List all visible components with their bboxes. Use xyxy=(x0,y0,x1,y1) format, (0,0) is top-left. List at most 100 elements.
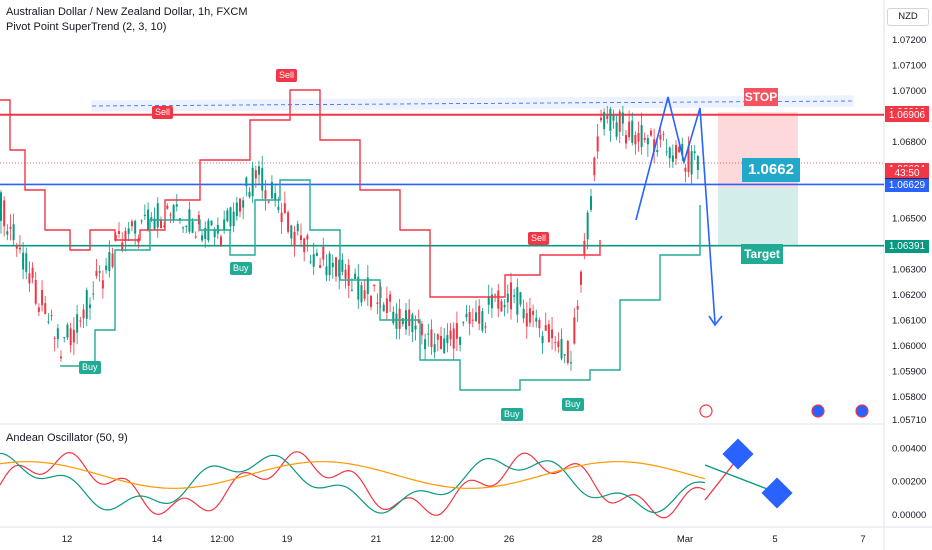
candle xyxy=(573,317,576,344)
osc-projection-up xyxy=(704,461,736,501)
candle xyxy=(522,308,525,319)
candle xyxy=(596,136,599,152)
candle xyxy=(111,253,114,267)
candle xyxy=(401,318,404,325)
candle xyxy=(283,203,286,214)
candle xyxy=(28,273,31,284)
candle xyxy=(678,147,681,153)
candle xyxy=(656,149,659,153)
candle xyxy=(637,132,640,142)
candle xyxy=(366,277,369,294)
flag-icon xyxy=(811,404,825,418)
candle xyxy=(101,280,104,289)
candle xyxy=(446,335,449,344)
candle xyxy=(634,134,637,145)
sell-signal: Sell xyxy=(152,106,174,119)
candle xyxy=(640,125,643,148)
candle xyxy=(18,247,21,250)
candle xyxy=(166,205,169,209)
candle xyxy=(344,269,347,279)
candle xyxy=(475,312,477,322)
candle xyxy=(631,120,634,143)
target-label: Target xyxy=(741,244,783,264)
candle xyxy=(385,298,388,313)
candle xyxy=(675,144,677,159)
candle xyxy=(98,271,101,273)
time-tick-label: 5 xyxy=(772,534,777,545)
candle xyxy=(427,333,430,335)
oscillator-bear-line xyxy=(0,451,706,519)
candle xyxy=(586,212,589,240)
candle xyxy=(235,202,238,217)
candle xyxy=(175,204,178,207)
candle xyxy=(347,265,350,286)
candle xyxy=(668,147,671,159)
candle xyxy=(665,151,668,153)
candle xyxy=(618,111,621,132)
osc-tick-label: 0.00400 xyxy=(892,443,926,454)
buy-signal: Buy xyxy=(562,398,584,411)
candle xyxy=(72,329,75,343)
candle xyxy=(646,138,649,145)
time-tick-label: 26 xyxy=(504,534,515,545)
candle xyxy=(566,340,569,363)
candle xyxy=(436,334,439,340)
candle xyxy=(449,330,452,340)
supertrend-resistance-line xyxy=(0,89,601,298)
candle xyxy=(267,201,270,203)
entry-label: 1.0662 xyxy=(742,158,800,182)
candle xyxy=(270,182,273,199)
candle xyxy=(544,325,547,331)
price-tick-label: 1.06100 xyxy=(892,315,926,326)
candle xyxy=(0,192,2,221)
candle xyxy=(85,290,88,319)
candle xyxy=(455,323,458,339)
currency-button[interactable]: NZD xyxy=(887,8,929,26)
candle xyxy=(121,242,124,251)
candle xyxy=(519,292,522,305)
candle xyxy=(468,311,471,324)
time-tick-label: Mar xyxy=(677,534,693,545)
candle xyxy=(277,206,280,210)
projection-path xyxy=(635,96,716,324)
candle xyxy=(335,257,337,277)
candle xyxy=(274,193,277,201)
candle xyxy=(210,220,213,226)
candle xyxy=(382,304,385,312)
candle xyxy=(547,324,550,342)
candle xyxy=(118,231,120,234)
candle xyxy=(178,218,181,220)
candle xyxy=(650,130,652,136)
candle xyxy=(280,212,283,223)
candle xyxy=(671,155,674,162)
candle xyxy=(557,341,560,348)
candle xyxy=(357,276,360,300)
candle xyxy=(497,290,500,309)
candle xyxy=(389,294,392,302)
supertrend-support-line xyxy=(60,179,701,391)
candle xyxy=(354,273,357,280)
candle xyxy=(147,209,150,230)
candle xyxy=(653,139,656,152)
chart-title: Australian Dollar / New Zealand Dollar, … xyxy=(6,6,248,18)
candle xyxy=(554,342,557,344)
candle xyxy=(687,145,690,173)
candle xyxy=(350,289,353,291)
candle xyxy=(535,317,538,322)
time-tick-label: 14 xyxy=(152,534,163,545)
indicator-label: Pivot Point SuperTrend (2, 3, 10) xyxy=(6,21,167,33)
oscillator-signal-line xyxy=(0,461,706,489)
candle xyxy=(424,339,427,350)
candle xyxy=(690,151,693,175)
candle xyxy=(130,221,133,227)
candle xyxy=(44,303,47,315)
time-tick-label: 28 xyxy=(592,534,603,545)
price-tick-label: 1.05900 xyxy=(892,367,926,378)
candle xyxy=(417,320,420,323)
candle xyxy=(300,235,302,241)
candle xyxy=(185,225,188,227)
candle xyxy=(223,219,226,231)
oscillator-label: Andean Oscillator (50, 9) xyxy=(6,432,128,444)
candle xyxy=(315,252,318,256)
candle xyxy=(15,245,18,249)
